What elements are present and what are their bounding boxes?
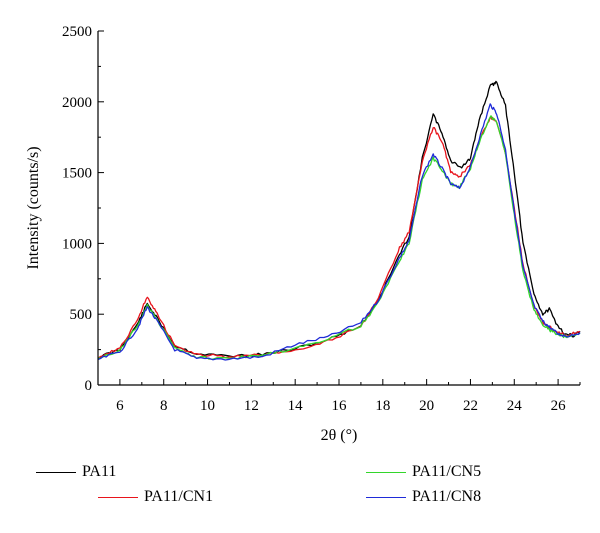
x-ticks: 6 8 10 12 14 16 18 20 22 24 26 [97,379,581,414]
axes: 6 8 10 12 14 16 18 20 22 24 26 0 500 1000 1500 2000 250… [62,24,581,414]
series-line-pa11-cn8 [97,103,581,361]
x-tick-label: 10 [200,398,215,414]
y-axis-label: Intensity (counts/s) [25,146,42,269]
y-tick-label: 1000 [62,236,92,252]
x-tick-label: 16 [332,398,348,414]
x-tick-label: 6 [116,398,124,414]
x-tick-label: 22 [463,398,478,414]
y-tick-label: 2000 [62,95,92,111]
x-tick-label: 24 [507,398,523,414]
y-tick-label: 500 [70,307,93,323]
series-line-pa11-cn1 [97,116,581,359]
y-ticks: 0 500 1000 1500 2000 2500 [62,24,104,394]
x-tick-label: 8 [160,398,168,414]
y-tick-label: 1500 [62,166,92,182]
x-tick-label: 12 [244,398,259,414]
x-tick-label: 20 [419,398,434,414]
series-line-pa11 [97,80,581,359]
x-tick-label: 14 [288,398,304,414]
y-tick-label: 2500 [62,24,92,40]
x-tick-label: 18 [375,398,390,414]
x-tick-label: 26 [551,398,567,414]
y-tick-label: 0 [85,378,93,394]
plot-lines [97,80,581,361]
x-axis-label: 2θ (°) [321,427,358,444]
series-line-pa11-cn5 [97,115,581,360]
